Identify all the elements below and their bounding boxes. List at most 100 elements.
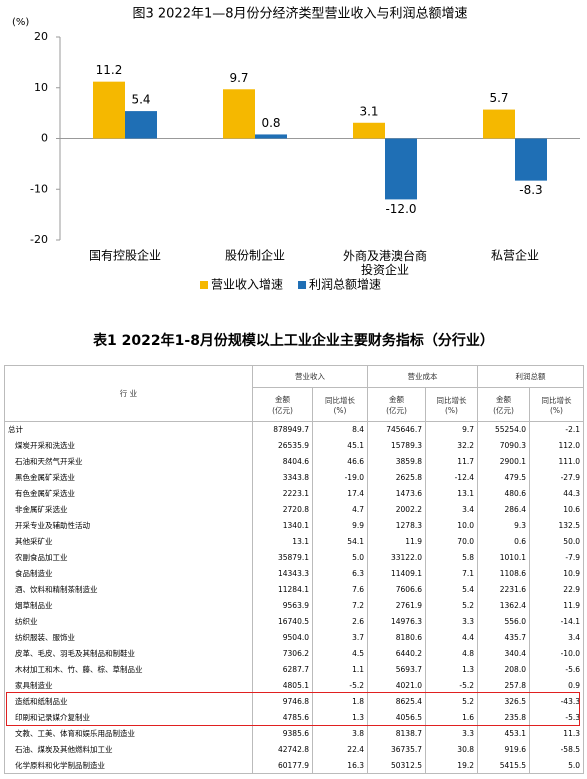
group-header: 营业成本 bbox=[367, 365, 478, 388]
row-label: 家具制造业 bbox=[4, 677, 253, 694]
cell: 4.5 bbox=[312, 645, 368, 662]
value-label: -8.3 bbox=[519, 183, 542, 197]
cell: 1278.3 bbox=[367, 517, 426, 534]
cell: 4021.0 bbox=[367, 677, 426, 694]
cell: 45.1 bbox=[312, 437, 368, 454]
sub-header-line: 金额 bbox=[275, 394, 290, 404]
cell: 10.0 bbox=[425, 517, 478, 534]
cell: 10.9 bbox=[529, 565, 584, 582]
value-label: 5.4 bbox=[131, 93, 150, 107]
cell: 22.9 bbox=[529, 581, 584, 598]
sub-header-line: 金额 bbox=[389, 394, 404, 404]
cell: 5.4 bbox=[425, 581, 478, 598]
row-label: 木材加工和木、竹、藤、棕、草制品业 bbox=[4, 661, 253, 678]
cell: 3.4 bbox=[529, 629, 584, 646]
cell: 1.6 bbox=[425, 709, 478, 726]
cell: 1362.4 bbox=[477, 597, 530, 614]
bar bbox=[483, 109, 515, 139]
cell: 42742.8 bbox=[252, 741, 313, 758]
cell: 11.3 bbox=[529, 725, 584, 742]
cell: 7306.2 bbox=[252, 645, 313, 662]
cell: 257.8 bbox=[477, 677, 530, 694]
cell: 9563.9 bbox=[252, 597, 313, 614]
y-tick-label: 0 bbox=[41, 132, 48, 145]
cell: 556.0 bbox=[477, 613, 530, 630]
cell: 3.3 bbox=[425, 725, 478, 742]
group-header: 营业收入 bbox=[252, 365, 368, 388]
cell: 16.3 bbox=[312, 757, 368, 774]
cell: 8404.6 bbox=[252, 453, 313, 470]
y-tick-label: -20 bbox=[30, 233, 48, 246]
cell: -14.1 bbox=[529, 613, 584, 630]
cell: 5693.7 bbox=[367, 661, 426, 678]
table-row: 木材加工和木、竹、藤、棕、草制品业 6287.7 1.1 5693.7 1.3 208.0… bbox=[4, 661, 584, 678]
cell: 55254.0 bbox=[477, 421, 530, 438]
table-row: 造纸和纸制品业 9746.8 1.8 8625.4 5.2 326.5 -43.3 bbox=[4, 693, 584, 710]
cell: 13.1 bbox=[425, 485, 478, 502]
table-row: 其他采矿业 13.1 54.1 11.9 70.0 0.6 50.0 bbox=[4, 533, 584, 550]
table-row: 文教、工美、体育和娱乐用品制造业 9385.6 3.8 8138.7 3.3 453.1 1… bbox=[4, 725, 584, 742]
sub-header: 同比增长 (%) bbox=[425, 387, 478, 422]
sub-header-line: (亿元) bbox=[493, 405, 514, 415]
bar bbox=[93, 81, 125, 139]
cell: 15789.3 bbox=[367, 437, 426, 454]
row-label: 石油、煤炭及其他燃料加工业 bbox=[4, 741, 253, 758]
cell: 0.6 bbox=[477, 533, 530, 550]
cell: 33122.0 bbox=[367, 549, 426, 566]
row-label: 石油和天然气开采业 bbox=[4, 453, 253, 470]
table-row: 酒、饮料和精制茶制造业 11284.1 7.6 7606.6 5.4 2231.6 22.9 bbox=[4, 581, 584, 598]
row-label: 化学原料和化学制品制造业 bbox=[4, 757, 253, 774]
y-tick-label: 20 bbox=[34, 30, 48, 43]
cell: 5.2 bbox=[425, 597, 478, 614]
row-label: 有色金属矿采选业 bbox=[4, 485, 253, 502]
y-axis-label: (%) bbox=[12, 17, 29, 28]
row-label: 非金属矿采选业 bbox=[4, 501, 253, 518]
bar bbox=[255, 134, 287, 139]
cell: 1.3 bbox=[425, 661, 478, 678]
cell: 9.3 bbox=[477, 517, 530, 534]
cell: 340.4 bbox=[477, 645, 530, 662]
cell: 2761.9 bbox=[367, 597, 426, 614]
cell: 3.3 bbox=[425, 613, 478, 630]
row-label: 文教、工美、体育和娱乐用品制造业 bbox=[4, 725, 253, 742]
y-tick-label: 10 bbox=[34, 81, 48, 94]
cell: 5.0 bbox=[312, 549, 368, 566]
cell: 8180.6 bbox=[367, 629, 426, 646]
table-row: 非金属矿采选业 2720.8 4.7 2002.2 3.4 286.4 10.6 bbox=[4, 501, 584, 518]
row-label: 食品制造业 bbox=[4, 565, 253, 582]
cell: 14343.3 bbox=[252, 565, 313, 582]
cell: 26535.9 bbox=[252, 437, 313, 454]
legend-label: 利润总额增速 bbox=[309, 278, 381, 292]
cell: 50.0 bbox=[529, 533, 584, 550]
cell: 9746.8 bbox=[252, 693, 313, 710]
cell: 50312.5 bbox=[367, 757, 426, 774]
bar bbox=[385, 138, 417, 200]
cell: 11409.1 bbox=[367, 565, 426, 582]
cell: 745646.7 bbox=[367, 421, 426, 438]
cell: 60177.9 bbox=[252, 757, 313, 774]
sub-header-line: 同比增长 bbox=[325, 395, 355, 405]
sub-header: 金额 (亿元) bbox=[477, 387, 530, 422]
sub-header: 同比增长 (%) bbox=[529, 387, 584, 422]
cell: 16740.5 bbox=[252, 613, 313, 630]
cell: -5.3 bbox=[529, 709, 584, 726]
x-tick-label: 股份制企业 bbox=[225, 248, 285, 263]
cell: 36735.7 bbox=[367, 741, 426, 758]
sub-header-line: (%) bbox=[445, 405, 458, 415]
cell: 7090.3 bbox=[477, 437, 530, 454]
y-tick-label: -10 bbox=[30, 182, 48, 195]
sub-header-line: 同比增长 bbox=[436, 395, 467, 405]
cell: 6.3 bbox=[312, 565, 368, 582]
cell: 13.1 bbox=[252, 533, 313, 550]
value-label: 11.2 bbox=[96, 63, 123, 77]
cell: 479.5 bbox=[477, 469, 530, 486]
cell: 453.1 bbox=[477, 725, 530, 742]
cell: 6440.2 bbox=[367, 645, 426, 662]
table-row: 皮革、毛皮、羽毛及其制品和制鞋业 7306.2 4.5 6440.2 4.8 340.4-… bbox=[4, 645, 584, 662]
cell: 4056.5 bbox=[367, 709, 426, 726]
cell: -2.1 bbox=[529, 421, 584, 438]
cell: -58.5 bbox=[529, 741, 584, 758]
cell: 4785.6 bbox=[252, 709, 313, 726]
row-label: 其他采矿业 bbox=[4, 533, 253, 550]
sub-header: 同比增长 (%) bbox=[312, 387, 368, 422]
